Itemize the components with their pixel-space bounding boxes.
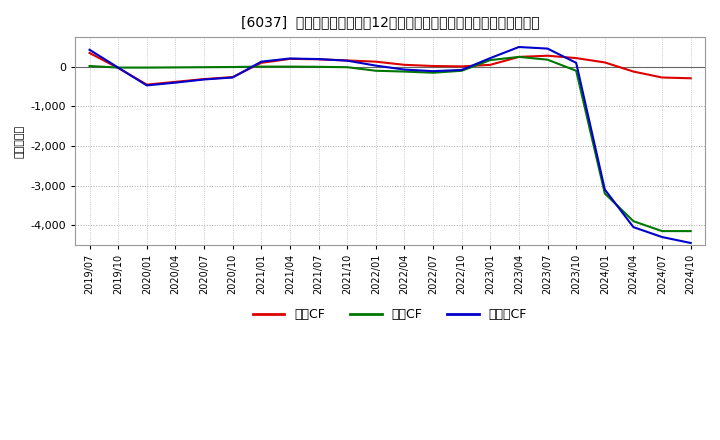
営業CF bbox=[228, 74, 237, 80]
営業CF bbox=[572, 55, 580, 61]
フリーCF bbox=[199, 77, 208, 82]
投資CF bbox=[85, 63, 94, 69]
投資CF bbox=[486, 58, 495, 63]
投資CF bbox=[171, 65, 180, 70]
投資CF bbox=[572, 68, 580, 73]
投資CF bbox=[228, 64, 237, 70]
投資CF bbox=[400, 69, 409, 74]
投資CF bbox=[543, 57, 552, 62]
営業CF bbox=[658, 75, 667, 80]
フリーCF bbox=[629, 224, 638, 230]
投資CF bbox=[372, 68, 380, 73]
投資CF bbox=[199, 65, 208, 70]
Line: 投資CF: 投資CF bbox=[89, 57, 690, 231]
フリーCF bbox=[572, 60, 580, 66]
投資CF bbox=[114, 65, 122, 70]
フリーCF bbox=[85, 47, 94, 52]
投資CF bbox=[457, 68, 466, 73]
Line: フリーCF: フリーCF bbox=[89, 47, 690, 243]
フリーCF bbox=[658, 235, 667, 240]
フリーCF bbox=[515, 44, 523, 50]
フリーCF bbox=[343, 58, 351, 63]
フリーCF bbox=[171, 80, 180, 85]
投資CF bbox=[600, 191, 609, 196]
営業CF bbox=[199, 77, 208, 82]
営業CF bbox=[686, 76, 695, 81]
投資CF bbox=[257, 64, 266, 69]
営業CF bbox=[600, 60, 609, 65]
フリーCF bbox=[314, 56, 323, 62]
フリーCF bbox=[372, 63, 380, 68]
投資CF bbox=[515, 54, 523, 59]
営業CF bbox=[486, 62, 495, 67]
フリーCF bbox=[428, 69, 437, 74]
営業CF bbox=[428, 63, 437, 69]
営業CF bbox=[629, 69, 638, 74]
フリーCF bbox=[143, 83, 151, 88]
Legend: 営業CF, 投資CF, フリーCF: 営業CF, 投資CF, フリーCF bbox=[248, 303, 532, 326]
投資CF bbox=[629, 219, 638, 224]
営業CF bbox=[343, 58, 351, 63]
Title: [6037]  キャッシュフローの12か月移動合計の対前年同期増減額の推移: [6037] キャッシュフローの12か月移動合計の対前年同期増減額の推移 bbox=[240, 15, 539, 29]
営業CF bbox=[400, 62, 409, 67]
投資CF bbox=[143, 65, 151, 70]
投資CF bbox=[658, 228, 667, 234]
フリーCF bbox=[114, 65, 122, 70]
フリーCF bbox=[400, 67, 409, 72]
営業CF bbox=[257, 60, 266, 66]
営業CF bbox=[372, 59, 380, 64]
フリーCF bbox=[600, 187, 609, 192]
Line: 営業CF: 営業CF bbox=[89, 53, 690, 84]
Y-axis label: （百万円）: （百万円） bbox=[15, 125, 25, 158]
営業CF bbox=[286, 56, 294, 62]
フリーCF bbox=[257, 59, 266, 64]
フリーCF bbox=[457, 67, 466, 73]
フリーCF bbox=[228, 75, 237, 80]
営業CF bbox=[543, 53, 552, 59]
営業CF bbox=[171, 79, 180, 84]
投資CF bbox=[314, 64, 323, 70]
営業CF bbox=[314, 57, 323, 62]
フリーCF bbox=[543, 46, 552, 51]
営業CF bbox=[515, 54, 523, 59]
投資CF bbox=[686, 228, 695, 234]
営業CF bbox=[114, 66, 122, 71]
投資CF bbox=[343, 65, 351, 70]
投資CF bbox=[286, 64, 294, 69]
投資CF bbox=[428, 70, 437, 75]
営業CF bbox=[457, 64, 466, 69]
営業CF bbox=[143, 82, 151, 87]
フリーCF bbox=[286, 56, 294, 61]
フリーCF bbox=[686, 240, 695, 246]
営業CF bbox=[85, 50, 94, 55]
フリーCF bbox=[486, 55, 495, 61]
